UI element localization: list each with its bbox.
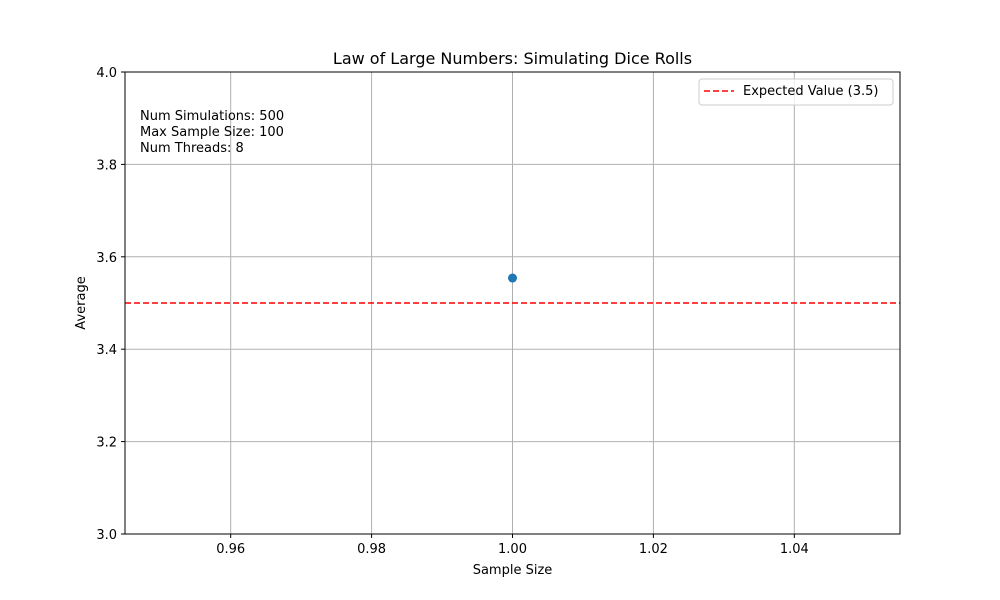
annotation-line: Num Threads: 8 [140, 141, 244, 156]
legend-entry-expected-value: Expected Value (3.5) [743, 84, 878, 99]
x-tick-label: 1.00 [498, 542, 527, 557]
data-points [508, 273, 517, 283]
x-tick-label: 1.02 [639, 542, 668, 557]
x-tick-label: 0.96 [216, 542, 245, 557]
y-tick-label: 4.0 [96, 66, 117, 81]
legend-box [698, 78, 894, 106]
y-tick-label: 3.2 [96, 436, 117, 451]
x-ticks: 0.96 0.98 1.00 1.02 1.04 [216, 534, 809, 557]
chart-title: Law of Large Numbers: Simulating Dice Ro… [333, 49, 692, 68]
y-tick-label: 3.6 [96, 251, 117, 266]
x-tick-label: 1.04 [780, 542, 809, 557]
data-point [508, 273, 517, 283]
y-axis-label: Average [74, 276, 89, 329]
x-tick-label: 0.98 [357, 542, 386, 557]
y-tick-label: 3.0 [96, 528, 117, 543]
y-tick-label: 3.8 [96, 158, 117, 173]
annotation-line: Max Sample Size: 100 [140, 125, 284, 140]
y-ticks: 3.0 3.2 3.4 3.6 3.8 4.0 [96, 66, 125, 543]
y-tick-label: 3.4 [96, 343, 117, 358]
x-axis-label: Sample Size [473, 563, 553, 578]
legend: Expected Value (3.5) [698, 78, 894, 106]
annotation-line: Num Simulations: 500 [140, 109, 284, 124]
